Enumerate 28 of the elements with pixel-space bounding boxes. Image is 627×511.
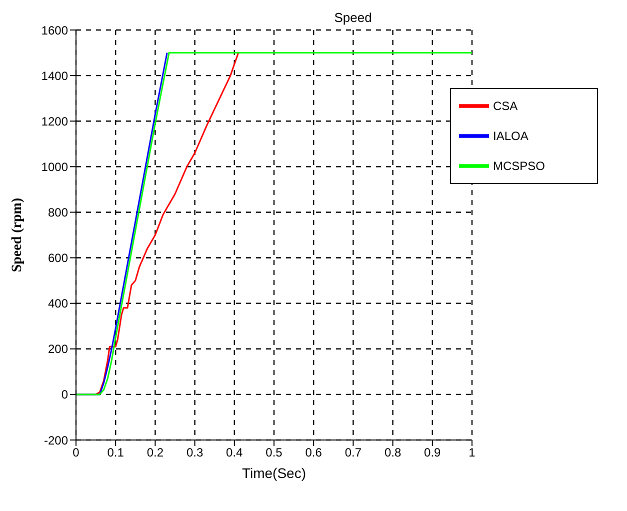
x-tick-label: 0.3	[186, 446, 204, 460]
y-tick-label: 1600	[41, 23, 68, 38]
x-tick-label: 0.8	[384, 446, 402, 460]
y-tick-label: 0	[61, 388, 68, 402]
x-tick-label: 0.5	[266, 446, 283, 460]
line-series	[76, 52, 472, 396]
legend-label: CSA	[493, 99, 518, 114]
x-tick-label: 1	[468, 446, 476, 460]
x-axis-title: Time(Sec)	[242, 465, 306, 481]
x-tick-label: 0	[72, 446, 80, 460]
x-tick-label: 0.2	[146, 446, 164, 460]
y-tick-label: 600	[48, 251, 68, 266]
y-tick-label: 1200	[41, 114, 68, 128]
legend-label: MCSPSO	[493, 159, 546, 174]
y-tick-label: 400	[48, 296, 68, 311]
x-tick-label: 0.6	[305, 446, 322, 460]
y-tick-label: 1400	[41, 68, 68, 83]
y-tick-label: 800	[48, 205, 68, 220]
x-tick-label: 0.4	[226, 446, 244, 460]
x-tick-label: 0.9	[424, 446, 442, 460]
y-tick-label: 200	[48, 342, 68, 356]
y-tick-label: 1000	[41, 160, 68, 174]
chart-title: Speed	[333, 10, 373, 25]
y-axis-title: Speed (rpm)	[10, 198, 25, 272]
legend-label: IALOA	[493, 129, 528, 144]
y-tick-label: -200	[44, 433, 68, 448]
x-tick-label: 0.7	[344, 446, 362, 460]
x-tick-label: 0.1	[107, 446, 124, 460]
